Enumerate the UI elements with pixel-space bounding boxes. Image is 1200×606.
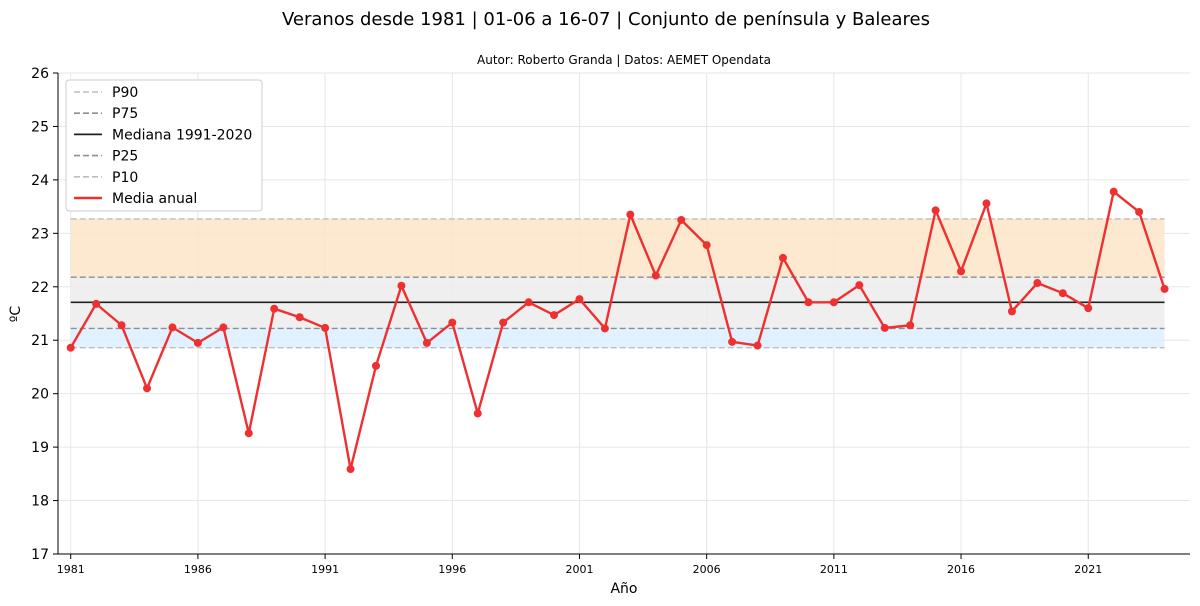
data-point [1109,187,1118,196]
data-point [219,323,228,332]
x-tick-label: 1991 [311,563,339,576]
x-axis-label: Año [610,581,637,597]
data-point [397,281,406,290]
data-point [524,298,533,307]
data-point [143,384,152,393]
y-tick-label: 17 [31,547,49,563]
data-point [804,298,813,307]
percentile-band [70,328,1165,348]
legend-label: P75 [112,106,138,122]
data-point [193,338,202,347]
data-point [906,321,915,330]
x-tick-label: 2011 [820,563,848,576]
y-tick-label: 21 [31,333,49,349]
data-point [1058,289,1067,298]
x-tick-label: 2016 [947,563,975,576]
y-tick-label: 24 [31,173,49,189]
data-point [422,338,431,347]
data-point [244,429,253,438]
x-tick-label: 1986 [184,563,212,576]
chart-title: Veranos desde 1981 | 01-06 a 16-07 | Con… [282,9,930,30]
data-point [295,313,304,322]
data-point [626,210,635,219]
chart-subtitle: Autor: Roberto Granda | Datos: AEMET Ope… [477,53,771,67]
reference-lines [70,218,1165,349]
y-axis-ticks: 17 18 19 20 21 22 23 24 25 26 [31,66,58,563]
legend-label: P10 [112,170,138,186]
data-point [499,318,508,327]
data-point [92,299,101,308]
legend: P90 P75 Mediana 1991-2020 P25 P10 Media anual [65,79,263,212]
y-tick-label: 25 [31,119,49,135]
x-tick-label: 2006 [693,563,721,576]
data-point [677,215,686,224]
x-axis-ticks: 1981 1986 1991 1996 2001 2006 2011 2016 2021 [57,554,1102,576]
y-tick-label: 23 [31,226,49,242]
y-tick-label: 19 [31,440,49,456]
data-point [1084,304,1093,313]
legend-box [65,79,263,212]
y-tick-label: 20 [31,387,49,403]
data-point [117,321,126,330]
data-point [371,361,380,370]
y-tick-label: 26 [31,66,49,82]
data-point [829,298,838,307]
data-point [1007,307,1016,316]
data-point [1033,279,1042,288]
data-point [702,241,711,250]
data-point [448,318,457,327]
data-point [321,323,330,332]
data-point [728,337,737,346]
data-point [880,323,889,332]
data-point [753,341,762,350]
data-point [473,409,482,418]
legend-label: P25 [112,149,138,165]
data-point [270,304,279,313]
data-point [957,267,966,276]
legend-label: Media anual [112,191,197,207]
data-point [168,323,177,332]
data-point [346,465,355,474]
data-point [778,253,787,262]
y-tick-label: 18 [31,494,49,510]
x-tick-label: 2021 [1074,563,1102,576]
y-axis-label: ºC [8,306,24,323]
x-tick-label: 1996 [438,563,466,576]
data-point [651,271,660,280]
series-line-media-anual [69,190,1166,471]
y-tick-label: 22 [31,280,49,296]
data-point [1160,284,1169,293]
legend-label: P90 [112,85,138,101]
data-point [550,311,559,320]
data-point [855,281,864,290]
axes [57,73,1190,555]
legend-label: Mediana 1991-2020 [112,127,252,143]
data-point [575,295,584,304]
data-point [600,324,609,333]
data-point [1135,207,1144,216]
data-point [66,343,75,352]
series-layer [66,187,1169,474]
x-tick-label: 1981 [57,563,85,576]
data-point [931,206,940,215]
data-point [982,199,991,208]
x-tick-label: 2001 [565,563,593,576]
